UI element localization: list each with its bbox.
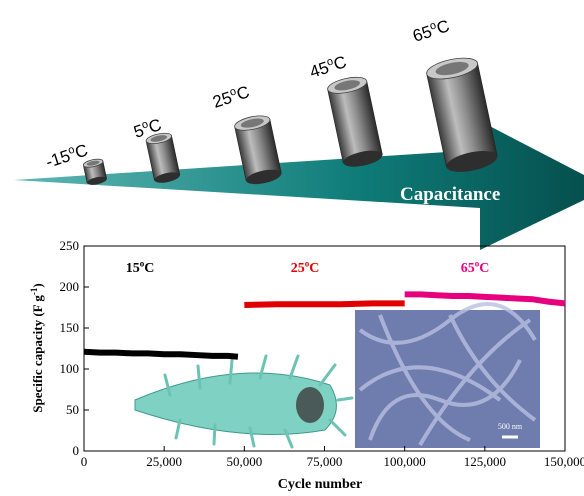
- nanowire-inset: [135, 356, 352, 447]
- y-axis-label: Specific capacity (F g-1): [29, 283, 45, 412]
- temperature-label: 25oC: [210, 82, 252, 112]
- label-unit: C: [479, 261, 489, 276]
- y-tick-label: 150: [60, 320, 80, 335]
- label-number: 15: [126, 261, 140, 276]
- arrow-label: Capacitance: [400, 184, 500, 205]
- y-label-close: ): [30, 283, 45, 287]
- temperature-label: 25oC: [291, 259, 320, 276]
- x-tick-label: 150,000: [544, 454, 584, 469]
- sem-inset: 500 nm: [355, 304, 540, 448]
- cylinder: [326, 74, 384, 169]
- series-line: [84, 352, 238, 357]
- y-tick-label: 200: [60, 279, 80, 294]
- x-tick-label: 50,000: [226, 454, 262, 469]
- label-unit: C: [73, 140, 91, 162]
- series-line: [405, 294, 565, 303]
- x-tick-label: 25,000: [146, 454, 182, 469]
- series-line: [244, 303, 404, 305]
- label-number: 25: [291, 261, 305, 276]
- y-tick-label: 250: [60, 238, 80, 253]
- label-unit: C: [434, 16, 452, 38]
- label-number: 65: [461, 261, 475, 276]
- temperature-label: 65oC: [461, 259, 490, 276]
- temperature-label: -15oC: [43, 140, 90, 172]
- scale-bar-label: 500 nm: [498, 422, 523, 431]
- x-tick-label: 0: [81, 454, 88, 469]
- y-tick-label: 0: [73, 443, 80, 458]
- temperature-label: 65oC: [410, 16, 452, 46]
- label-unit: C: [331, 52, 349, 74]
- y-label-text: Specific capacity (F g: [30, 295, 45, 413]
- y-tick-label: 100: [60, 361, 80, 376]
- temperature-label: 45oC: [307, 52, 349, 82]
- figure: Capacitance -15oC5oC25oC45oC65oC 500 nm …: [0, 0, 584, 496]
- y-tick-label: 50: [66, 402, 79, 417]
- label-unit: C: [309, 261, 319, 276]
- x-tick-label: 75,000: [307, 454, 343, 469]
- x-tick-label: 125,000: [464, 454, 506, 469]
- x-tick-label: 100,000: [384, 454, 426, 469]
- label-unit: C: [144, 261, 154, 276]
- label-unit: C: [234, 82, 252, 104]
- x-axis-label: Cycle number: [278, 477, 362, 492]
- label-unit: C: [146, 115, 164, 137]
- temperature-label: 15oC: [126, 259, 155, 276]
